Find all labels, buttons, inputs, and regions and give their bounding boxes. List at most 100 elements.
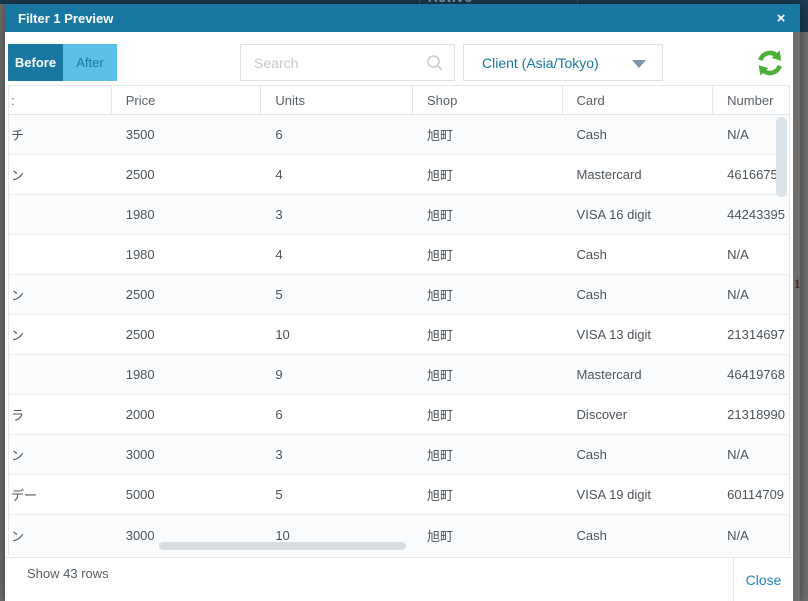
cell-units: 4 — [275, 247, 283, 262]
cell-price: 2500 — [125, 327, 155, 342]
cell-number: 21314697 — [727, 327, 785, 342]
column-header-shop: Shop — [413, 86, 563, 114]
column-header-card: Card — [563, 86, 714, 114]
cell-item — [9, 195, 112, 234]
cell-number: 44243395 — [727, 207, 785, 222]
cell-units: 3 — [275, 447, 283, 462]
cell-price: 2500 — [125, 287, 155, 302]
cell-price: 2500 — [125, 167, 155, 182]
row-count-label: Show 43 rows — [27, 566, 109, 581]
cell-card: Cash — [576, 127, 607, 142]
cell-card: VISA 16 digit — [576, 207, 651, 222]
cell-item: チ — [11, 128, 25, 143]
cell-number: 46166752 — [727, 167, 785, 182]
after-button[interactable]: After — [63, 44, 117, 81]
cell-price: 5000 — [125, 487, 155, 502]
table-row: チ 3500 6 旭町 Cash N/A — [9, 115, 789, 155]
cell-shop: 旭町 — [426, 328, 453, 343]
cell-number: N/A — [727, 527, 749, 543]
cell-item: ン — [11, 448, 25, 463]
cell-card: Cash — [576, 247, 607, 262]
cell-number: 46419768 — [727, 367, 785, 382]
cell-card: Discover — [576, 407, 628, 422]
cell-number: N/A — [727, 447, 749, 462]
cell-card: Cash — [576, 287, 607, 302]
preview-table: : Price Units Shop Card Number チ 3500 6 … — [8, 85, 790, 555]
cell-item: ン — [11, 288, 25, 303]
cell-item — [9, 235, 112, 274]
cell-units: 6 — [275, 407, 283, 422]
cell-units: 4 — [275, 167, 283, 182]
cell-shop: 旭町 — [426, 128, 453, 143]
close-button[interactable]: Close — [733, 558, 793, 601]
table-row: ン 2500 4 旭町 Mastercard 46166752 — [9, 155, 789, 195]
before-after-toggle: Before After — [8, 44, 117, 81]
cell-price: 3500 — [125, 127, 155, 142]
cell-price: 2000 — [125, 407, 155, 422]
cell-item: ン — [11, 328, 25, 343]
cell-item — [9, 355, 112, 394]
cell-card: Cash — [576, 447, 607, 462]
close-button-label: Close — [745, 572, 782, 588]
background-active-label: Active — [428, 0, 473, 4]
before-button[interactable]: Before — [8, 44, 63, 81]
modal-title: Filter 1 Preview — [18, 10, 114, 26]
column-header-number: Number — [727, 92, 774, 108]
cell-units: 5 — [275, 487, 283, 502]
column-header-price: Price — [112, 86, 262, 114]
cell-number: N/A — [727, 247, 749, 262]
cell-price: 1980 — [125, 247, 155, 262]
table-row: 1980 4 旭町 Cash N/A — [9, 235, 789, 275]
cell-shop: 旭町 — [426, 208, 453, 223]
modal-titlebar: Filter 1 Preview × — [5, 4, 800, 32]
cell-units: 5 — [275, 287, 283, 302]
background-edge-fragment: 1 — [794, 276, 801, 291]
cell-number: 21318990 — [727, 407, 785, 422]
table-row: ラ 2000 6 旭町 Discover 21318990 — [9, 395, 789, 435]
cell-number: 60114709 — [727, 487, 785, 502]
cell-number: N/A — [727, 127, 749, 142]
cell-card: Mastercard — [576, 367, 642, 382]
search-input[interactable] — [241, 45, 454, 80]
cell-price: 1980 — [125, 367, 155, 382]
table-body: チ 3500 6 旭町 Cash N/A ン 2500 4 旭町 Masterc… — [9, 115, 789, 555]
modal-content: Before After Client (Asia/Tokyo) : Price — [5, 32, 793, 601]
cell-card: Mastercard — [576, 167, 642, 182]
cell-item: デー — [11, 488, 38, 503]
cell-price: 3000 — [125, 447, 155, 462]
table-row: デー 5000 5 旭町 VISA 19 digit 60114709 — [9, 475, 789, 515]
close-icon[interactable]: × — [776, 9, 786, 27]
client-dropdown[interactable]: Client (Asia/Tokyo) — [463, 44, 663, 81]
cell-item: ラ — [11, 408, 25, 423]
chevron-down-icon — [632, 60, 646, 68]
cell-price: 1980 — [125, 207, 155, 222]
cell-shop: 旭町 — [426, 528, 453, 544]
cell-item: ン — [11, 528, 25, 544]
cell-shop: 旭町 — [426, 408, 453, 423]
background-top-strip: Active — [0, 0, 808, 4]
cell-card: VISA 13 digit — [576, 327, 651, 342]
cell-card: Cash — [576, 527, 607, 543]
cell-shop: 旭町 — [426, 168, 453, 183]
background-right-strip — [800, 0, 808, 32]
table-row: 1980 3 旭町 VISA 16 digit 44243395 — [9, 195, 789, 235]
cell-shop: 旭町 — [426, 288, 453, 303]
search-box — [240, 44, 455, 81]
cell-shop: 旭町 — [426, 448, 453, 463]
background-table-line — [577, 0, 578, 4]
cell-shop: 旭町 — [426, 488, 453, 503]
cell-card: VISA 19 digit — [576, 487, 651, 502]
horizontal-scrollbar-thumb[interactable] — [159, 542, 406, 550]
cell-units: 10 — [275, 527, 290, 543]
cell-number: N/A — [727, 287, 749, 302]
table-header-row: : Price Units Shop Card Number — [9, 86, 789, 115]
modal-footer: Show 43 rows Close — [5, 557, 793, 601]
refresh-icon[interactable] — [753, 46, 787, 80]
column-header-item: : — [9, 86, 112, 114]
cell-units: 3 — [275, 207, 283, 222]
filter-preview-modal: Filter 1 Preview × Before After Client (… — [5, 4, 800, 601]
cell-price: 3000 — [125, 527, 155, 543]
client-dropdown-value: Client (Asia/Tokyo) — [482, 54, 599, 71]
vertical-scrollbar-thumb[interactable] — [776, 117, 787, 197]
table-row: ン 2500 5 旭町 Cash N/A — [9, 275, 789, 315]
